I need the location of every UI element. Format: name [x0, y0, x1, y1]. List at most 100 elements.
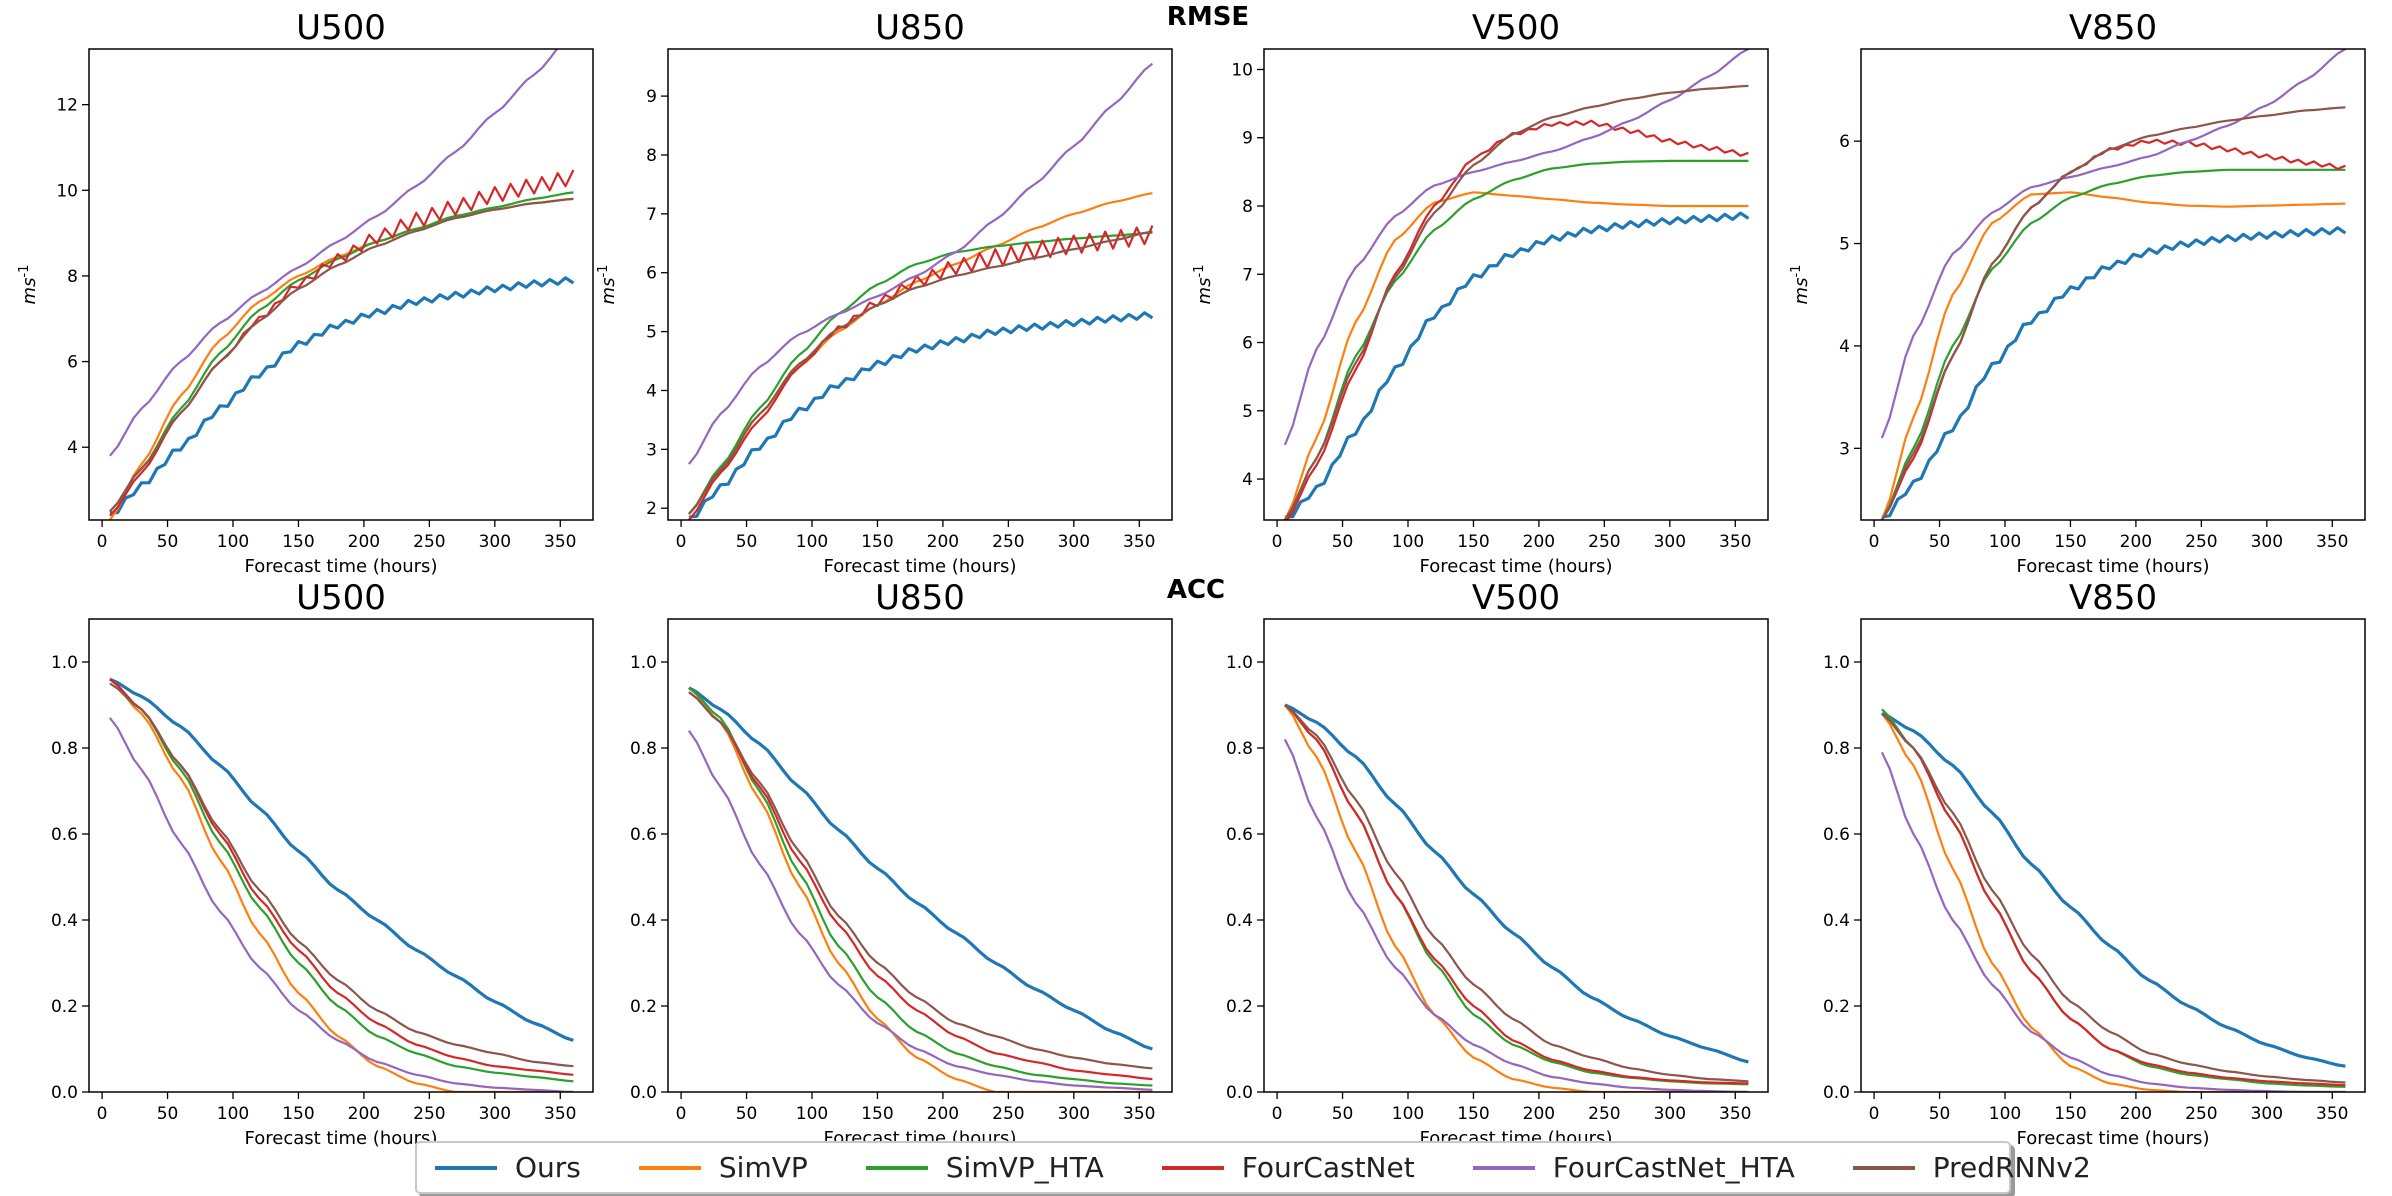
y-tick-label: 2: [646, 499, 657, 519]
x-tick-label: 350: [1719, 532, 1751, 552]
plot-frame: [1263, 618, 1769, 1093]
series-line-predrnnv2: [1283, 84, 1749, 520]
x-tick-label: 350: [2316, 532, 2348, 552]
series-line-fourcastnet-hta: [688, 62, 1154, 465]
y-tick-label: 0.6: [1226, 825, 1253, 845]
y-tick-label: 4: [646, 381, 657, 401]
x-tick-label: 0: [676, 532, 687, 552]
series-line-simvp: [1880, 191, 2346, 520]
series-line-simvp-hta: [109, 678, 574, 1083]
x-tick-label: 100: [1392, 532, 1424, 552]
y-tick-label: 0.0: [630, 1083, 657, 1103]
legend-item-simvp: SimVP: [638, 1151, 808, 1184]
x-tick-label: 50: [736, 532, 758, 552]
x-tick-label: 0: [1272, 532, 1283, 552]
x-tick-label: 150: [2054, 532, 2086, 552]
x-tick-label: 100: [1392, 1104, 1424, 1124]
x-tick-label: 350: [544, 532, 576, 552]
y-tick-label: 6: [1839, 132, 1850, 152]
y-tick-label: 0.8: [630, 739, 657, 759]
series-line-predrnnv2: [688, 230, 1153, 515]
x-tick-label: 100: [217, 532, 249, 552]
chart-title: V500: [1472, 8, 1560, 48]
rmse-section-title: RMSE: [1167, 2, 1249, 32]
y-tick-label: 1.0: [1226, 653, 1253, 673]
series-line-fourcastnet: [109, 678, 574, 1076]
legend-label: Ours: [515, 1151, 581, 1184]
x-tick-label: 350: [544, 1104, 576, 1124]
x-tick-label: 350: [1719, 1104, 1751, 1124]
x-tick-label: 150: [1457, 1104, 1489, 1124]
series-line-fourcastnet-hta: [1283, 738, 1749, 1092]
y-tick-label: 0.6: [630, 825, 657, 845]
y-tick-label: 0.2: [51, 997, 78, 1017]
x-tick-label: 0: [676, 1104, 687, 1124]
legend-item-simvp-hta: SimVP_HTA: [865, 1151, 1104, 1184]
x-tick-label: 250: [1588, 532, 1620, 552]
x-tick-label: 50: [1332, 532, 1354, 552]
legend-swatch: [1472, 1165, 1535, 1170]
x-tick-label: 200: [1523, 532, 1555, 552]
series-line-fourcastnet-hta: [109, 717, 574, 1092]
series-line-simvp: [688, 686, 1153, 1092]
y-tick-label: 0.2: [630, 997, 657, 1017]
chart-title: V850: [2069, 8, 2157, 48]
x-tick-label: 300: [1654, 532, 1686, 552]
x-tick-label: 200: [348, 1104, 380, 1124]
x-tick-label: 300: [1654, 1104, 1686, 1124]
y-tick-label: 0.4: [630, 911, 657, 931]
y-axis-label: ms-1: [1192, 265, 1215, 305]
x-tick-label: 300: [2251, 532, 2283, 552]
x-axis-label: Forecast time (hours): [1420, 556, 1613, 577]
y-tick-label: 8: [1242, 197, 1253, 217]
x-tick-label: 200: [2120, 1104, 2152, 1124]
legend-item-fourcastnet-hta: FourCastNet_HTA: [1472, 1151, 1795, 1184]
y-tick-label: 12: [56, 96, 78, 116]
x-tick-label: 200: [927, 532, 959, 552]
series-line-predrnnv2: [1881, 712, 2346, 1084]
legend-swatch: [1161, 1165, 1224, 1170]
chart-panel-3: V500 0 50 100 150 200 250 300 350 4 5 6 7 8 9 10 Forecas…: [1192, 8, 1769, 577]
legend-swatch: [1852, 1165, 1915, 1170]
y-tick-label: 10: [1231, 60, 1253, 80]
x-tick-label: 150: [2054, 1104, 2086, 1124]
series-line-ours: [1881, 712, 2346, 1068]
legend-label: SimVP_HTA: [945, 1151, 1104, 1184]
series-line-fourcastnet: [109, 169, 575, 517]
chart-title: U500: [296, 8, 386, 48]
y-tick-label: 0.0: [1823, 1083, 1850, 1103]
y-tick-label: 6: [1242, 334, 1253, 354]
x-tick-label: 200: [1523, 1104, 1555, 1124]
plot-frame: [1860, 618, 2366, 1093]
y-tick-label: 5: [1839, 235, 1850, 255]
series-line-fourcastnet-hta: [1880, 751, 2346, 1092]
plot-frame: [1263, 48, 1769, 521]
series-line-fourcastnet: [688, 225, 1154, 520]
series-line-simvp: [109, 678, 574, 1092]
plot-frame: [1860, 48, 2366, 521]
y-tick-label: 4: [1839, 337, 1850, 357]
series-line-simvp-hta: [1880, 168, 2346, 520]
series-line-simvp: [1284, 704, 1749, 1092]
x-tick-label: 300: [1058, 1104, 1090, 1124]
series-line-predrnnv2: [1284, 704, 1749, 1083]
series-line-simvp-hta: [1284, 704, 1749, 1086]
y-tick-label: 0.6: [51, 825, 78, 845]
legend-item-ours: Ours: [435, 1151, 581, 1184]
series-line-simvp: [108, 197, 574, 520]
series-line-ours: [1284, 211, 1750, 519]
y-tick-label: 6: [67, 353, 78, 373]
y-tick-label: 9: [646, 87, 657, 107]
x-tick-label: 100: [796, 1104, 828, 1124]
x-axis-label: Forecast time (hours): [2017, 1128, 2210, 1149]
x-tick-label: 350: [1123, 532, 1155, 552]
y-tick-label: 10: [56, 181, 78, 201]
x-tick-label: 0: [97, 1104, 108, 1124]
chart-title: V500: [1472, 578, 1560, 618]
x-tick-label: 250: [413, 532, 445, 552]
plot-frame: [667, 618, 1173, 1093]
series-line-simvp-hta: [688, 686, 1153, 1087]
series-line-predrnnv2: [109, 682, 574, 1068]
series-line-simvp: [688, 192, 1153, 515]
